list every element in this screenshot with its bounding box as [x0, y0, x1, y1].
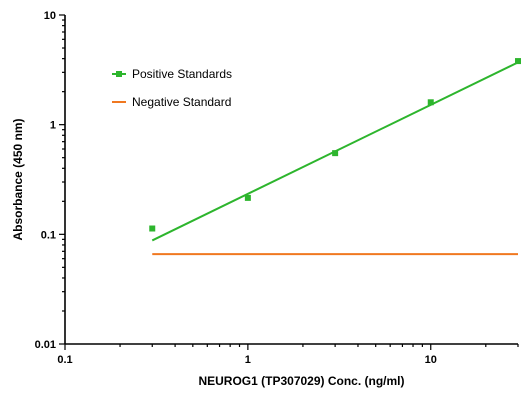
data-point — [332, 150, 339, 157]
y-tick-label: 0.01 — [35, 339, 56, 351]
data-point — [244, 194, 251, 201]
x-tick-label: 0.1 — [57, 354, 72, 366]
x-tick-label: 1 — [245, 354, 251, 366]
data-point — [427, 99, 434, 106]
y-tick-label: 0.1 — [41, 229, 56, 241]
y-axis-title: Absorbance (450 nm) — [11, 118, 25, 240]
legend-label: Negative Standard — [132, 95, 231, 109]
legend-entry-1: Positive Standards — [112, 67, 232, 81]
legend: Positive Standards Negative Standard — [112, 67, 232, 109]
legend-label: Positive Standards — [132, 67, 232, 81]
x-axis-title: NEUROG1 (TP307029) Conc. (ng/ml) — [198, 374, 404, 388]
axes — [64, 15, 518, 345]
data-point — [515, 58, 521, 65]
legend-swatch-marker — [116, 71, 122, 77]
legend-entry-2: Negative Standard — [112, 95, 231, 109]
series-1 — [149, 58, 521, 242]
x-tick-label: 10 — [425, 354, 437, 366]
y-tick-label: 1 — [50, 120, 56, 132]
series-layer — [149, 58, 521, 256]
data-point — [149, 225, 156, 232]
y-tick-label: 10 — [44, 10, 56, 22]
